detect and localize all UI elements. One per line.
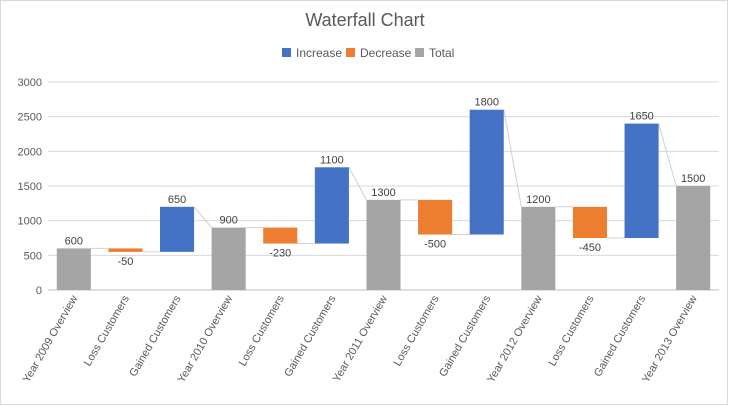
bars — [56, 109, 711, 290]
x-category-label: Gained Customers — [282, 293, 338, 379]
bar-decrease — [108, 248, 143, 252]
x-category-label: Gained Customers — [127, 293, 183, 379]
connector-lines — [90, 109, 677, 253]
legend-item-decrease: Decrease — [346, 46, 412, 60]
x-category-label: Loss Customers — [237, 293, 287, 368]
bar-increase — [314, 167, 349, 244]
legend-label-decrease: Decrease — [360, 46, 412, 60]
data-label: -50 — [117, 256, 133, 268]
y-tick-label: 0 — [36, 285, 42, 297]
data-label: 1800 — [474, 97, 498, 109]
data-label: 600 — [65, 235, 83, 247]
data-label: 1100 — [320, 154, 344, 166]
chart-title: Waterfall Chart — [305, 10, 424, 30]
y-axis: 0 500 1000 1500 2000 2500 3000 — [18, 77, 42, 297]
x-category-label: Year 2010 Overview — [176, 293, 236, 384]
connector-line — [193, 206, 213, 228]
y-tick-label: 1000 — [18, 216, 42, 228]
data-label: 900 — [219, 215, 237, 227]
bar-decrease — [263, 227, 298, 244]
legend: Increase Decrease Total — [282, 46, 454, 60]
legend-label-total: Total — [429, 46, 454, 60]
data-label: -230 — [269, 248, 291, 260]
bar-total — [366, 199, 401, 290]
x-category-label: Loss Customers — [392, 293, 442, 368]
x-category-label: Loss Customers — [546, 293, 596, 368]
bar-decrease — [572, 206, 607, 238]
data-labels: 600 -50 650 900 -230 1100 1300 -500 1800 1200 -450… — [65, 97, 706, 268]
connector-line — [658, 123, 677, 187]
y-tick-label: 500 — [24, 250, 42, 262]
x-category-label: Gained Customers — [437, 293, 493, 379]
data-label: 1300 — [371, 187, 395, 199]
data-label: -450 — [579, 242, 601, 254]
bar-increase — [469, 109, 504, 235]
y-tick-label: 3000 — [18, 77, 42, 89]
bar-total — [211, 227, 246, 290]
legend-swatch-increase — [282, 48, 291, 57]
data-label: 650 — [168, 194, 186, 206]
connector-line — [348, 167, 367, 201]
data-label: -500 — [424, 239, 446, 251]
x-category-label: Gained Customers — [592, 293, 648, 379]
x-category-label: Year 2013 Overview — [640, 293, 700, 384]
bar-total — [676, 186, 711, 290]
y-tick-label: 2500 — [18, 112, 42, 124]
bar-total — [56, 248, 91, 290]
x-category-label: Loss Customers — [82, 293, 132, 368]
bar-decrease — [418, 199, 453, 235]
x-category-label: Year 2012 Overview — [485, 293, 545, 384]
y-tick-label: 1500 — [18, 181, 42, 193]
legend-label-increase: Increase — [296, 46, 342, 60]
legend-swatch-decrease — [346, 48, 355, 57]
legend-item-total: Total — [415, 46, 454, 60]
legend-item-increase: Increase — [282, 46, 342, 60]
bar-increase — [624, 123, 659, 238]
data-label: 1500 — [681, 173, 705, 185]
x-category-label: Year 2009 Overview — [21, 293, 81, 384]
data-label: 1650 — [629, 111, 653, 123]
connector-line — [503, 109, 522, 207]
bar-total — [521, 206, 556, 290]
legend-swatch-total — [415, 48, 424, 57]
bar-increase — [160, 206, 195, 252]
x-category-label: Year 2011 Overview — [331, 293, 390, 384]
data-label: 1200 — [526, 194, 550, 206]
y-tick-label: 2000 — [18, 146, 42, 158]
